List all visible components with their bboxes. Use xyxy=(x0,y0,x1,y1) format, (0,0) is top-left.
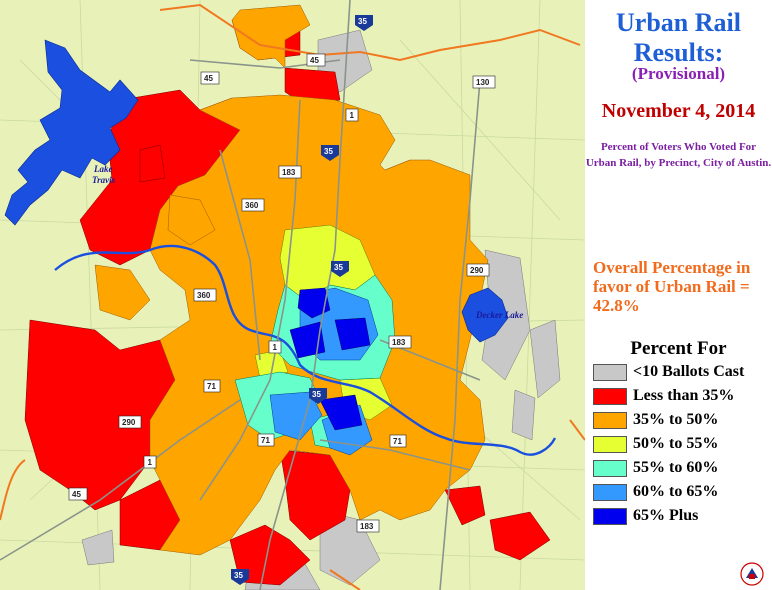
svg-text:1: 1 xyxy=(148,458,153,467)
svg-text:1: 1 xyxy=(273,343,278,352)
legend-swatch xyxy=(593,363,627,381)
city-boundary xyxy=(0,3,585,590)
legend-panel: Urban Rail Results: (Provisional) Novemb… xyxy=(585,0,772,590)
legend-item: 35% to 50% xyxy=(593,410,718,430)
legend-swatch xyxy=(593,411,627,429)
legend-label: 50% to 55% xyxy=(633,435,719,452)
legend-label: <10 Ballots Cast xyxy=(633,363,745,380)
legend-swatch xyxy=(593,459,627,477)
map-description: Percent of Voters Who Voted For Urban Ra… xyxy=(585,141,772,169)
svg-text:360: 360 xyxy=(245,201,259,210)
legend-swatch xyxy=(593,435,627,453)
colorado-river xyxy=(54,244,557,456)
svg-text:130: 130 xyxy=(476,78,490,87)
highway-shields: 35 35 35 35 35 45 45 45 1 1 1 183 183 18… xyxy=(68,15,496,585)
decker-lake xyxy=(461,287,509,343)
svg-text:290: 290 xyxy=(122,418,136,427)
svg-text:45: 45 xyxy=(204,74,213,83)
legend-swatch xyxy=(593,483,627,501)
overall-percentage: Overall Percentage in favor of Urban Rai… xyxy=(593,258,751,315)
svg-text:35: 35 xyxy=(312,390,321,399)
precincts-65-plus xyxy=(289,287,371,431)
precinct-map: Lake Travis Decker Lake 35 35 35 35 35 4… xyxy=(0,0,585,590)
precincts-50-55 xyxy=(254,224,393,421)
legend-item: 60% to 65% xyxy=(593,482,718,502)
lake-travis xyxy=(4,39,139,226)
legend-swatch xyxy=(593,507,627,525)
legend-label: 55% to 60% xyxy=(633,459,719,476)
svg-text:71: 71 xyxy=(393,437,402,446)
election-date: November 4, 2014 xyxy=(601,100,756,122)
highways xyxy=(0,0,481,590)
legend-item: Less than 35% xyxy=(593,386,734,406)
svg-text:360: 360 xyxy=(197,291,211,300)
legend-item: <10 Ballots Cast xyxy=(593,362,744,382)
map-title: Urban Rail Results: xyxy=(616,8,741,67)
svg-text:183: 183 xyxy=(360,522,374,531)
decker-lake-label: Decker Lake xyxy=(475,310,523,320)
lake-travis-label-2: Travis xyxy=(92,175,116,185)
svg-text:35: 35 xyxy=(358,17,367,26)
lake-travis-label: Lake xyxy=(93,164,113,174)
legend-label: Less than 35% xyxy=(633,387,735,404)
svg-text:35: 35 xyxy=(234,571,243,580)
legend-label: 65% Plus xyxy=(633,507,699,524)
svg-text:71: 71 xyxy=(261,436,270,445)
map-subtitle: (Provisional) xyxy=(631,64,726,83)
legend-item: 65% Plus xyxy=(593,506,698,526)
svg-text:45: 45 xyxy=(310,56,319,65)
legend-swatch xyxy=(593,387,627,405)
svg-text:183: 183 xyxy=(392,338,406,347)
svg-text:45: 45 xyxy=(72,490,81,499)
legend-item: 50% to 55% xyxy=(593,434,718,454)
city-seal-icon xyxy=(740,562,764,586)
svg-text:183: 183 xyxy=(282,168,296,177)
svg-text:35: 35 xyxy=(324,147,333,156)
legend-label: 60% to 65% xyxy=(633,483,719,500)
svg-text:71: 71 xyxy=(207,382,216,391)
svg-text:290: 290 xyxy=(470,266,484,275)
legend-title: Percent For xyxy=(630,338,727,359)
legend-item: 55% to 60% xyxy=(593,458,718,478)
svg-text:1: 1 xyxy=(350,111,355,120)
legend-label: 35% to 50% xyxy=(633,411,719,428)
svg-text:35: 35 xyxy=(334,263,343,272)
